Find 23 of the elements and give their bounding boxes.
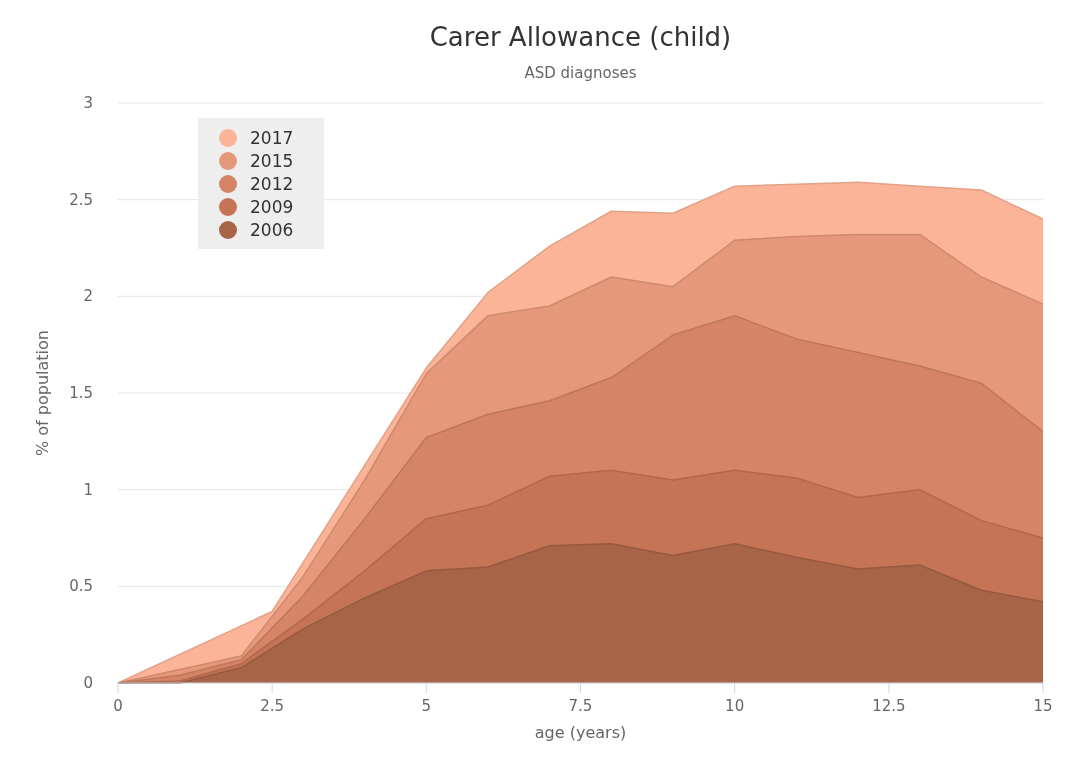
legend-label: 2012 (250, 174, 294, 194)
x-axis-title: age (years) (534, 723, 627, 742)
x-tick-label: 0 (113, 697, 123, 715)
legend-label: 2009 (250, 197, 294, 217)
x-tick-label: 7.5 (568, 697, 593, 715)
y-axis-title: % of population (33, 330, 52, 456)
y-tick-label: 0 (83, 674, 93, 692)
x-tick-label: 15 (1033, 697, 1053, 715)
legend-label: 2006 (250, 220, 294, 240)
y-tick-label: 0.5 (69, 577, 93, 596)
x-tick-label: 12.5 (872, 697, 906, 715)
y-tick-label: 1.5 (69, 384, 93, 402)
x-tick-label: 2.5 (260, 697, 285, 715)
x-tick-label: 10 (725, 697, 745, 715)
legend-label: 2015 (250, 151, 294, 171)
y-tick-label: 2 (83, 287, 93, 306)
chart-title: Carer Allowance (child) (429, 22, 732, 52)
y-tick-label: 1 (83, 480, 93, 499)
y-tick-label: 3 (83, 94, 93, 112)
chart-subtitle: ASD diagnoses (524, 64, 637, 82)
y-tick-label: 2.5 (69, 190, 93, 209)
x-tick-label: 5 (421, 697, 432, 715)
legend-label: 2017 (250, 128, 294, 148)
